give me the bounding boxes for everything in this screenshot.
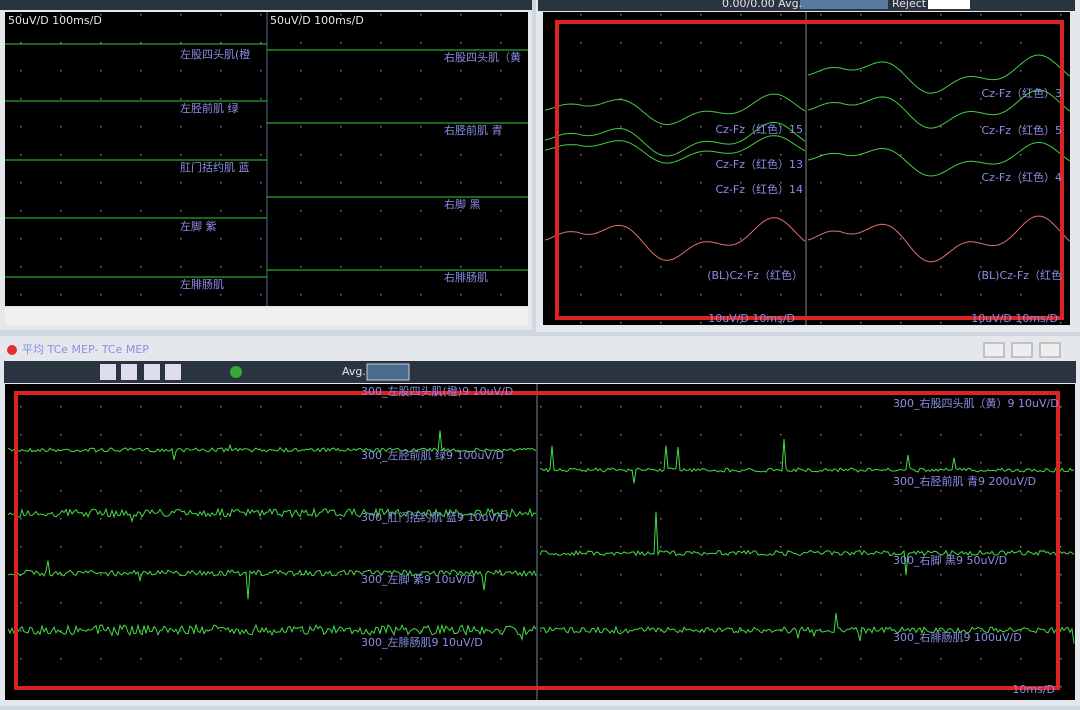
channel-label: 左股四头肌(橙	[180, 47, 250, 61]
button[interactable]	[230, 366, 242, 378]
waveform	[544, 93, 806, 126]
waveform	[807, 215, 1070, 263]
channel-label: 肛门括约肌 蓝	[180, 160, 250, 174]
channel-label: 右胫前肌 青	[444, 123, 503, 137]
channel-label: 右腓肠肌	[444, 270, 488, 284]
highlight-box	[555, 20, 1064, 320]
trace-label: Cz-Fz（红色）4	[981, 170, 1062, 184]
trace-label: Cz-Fz（红色）3	[981, 86, 1062, 100]
waveform	[807, 142, 1070, 177]
close[interactable]	[1039, 342, 1061, 358]
trace-label: 300_左胫前肌 绿9 100uV/D	[361, 448, 504, 462]
trace-label: (BL)Cz-Fz（红色）	[707, 268, 803, 282]
avg-box[interactable]	[366, 363, 410, 381]
trace-label: 300_左腓肠肌9 10uV/D	[361, 636, 483, 649]
button[interactable]	[121, 364, 137, 380]
trace-label: 300_左股四头肌(橙)9 10uV/D	[361, 384, 513, 398]
trace-label: Cz-Fz（红色）14	[715, 182, 803, 196]
trace-label: 300_左脚 紫9 10uV/D	[361, 572, 475, 586]
waveform	[7, 560, 537, 600]
channel-label: 右股四头肌（黄	[444, 50, 521, 64]
highlight-box	[14, 391, 1060, 690]
avg-box[interactable]	[800, 0, 888, 9]
trace-label: 300_右脚 黑9 50uV/D	[893, 553, 1007, 567]
trace-label: 300_右胫前肌 青9 200uV/D	[893, 474, 1036, 488]
channel-label: 右脚 黑	[444, 197, 481, 211]
toolbar	[0, 0, 532, 10]
button[interactable]	[100, 364, 116, 380]
scrollbar[interactable]	[5, 308, 528, 325]
waveform	[807, 54, 1070, 94]
waveform	[539, 511, 1075, 576]
channel-label: 左腓肠肌	[180, 278, 224, 291]
traces	[5, 43, 1075, 644]
trace-label: 300_肛门括约肌 蓝9 10uV/D	[361, 510, 508, 524]
waveform	[544, 135, 806, 164]
channel-label: 左脚 紫	[180, 219, 217, 233]
label: 50uV/D 100ms/D	[270, 14, 364, 27]
label: 0.00/0.00 Avg.	[722, 0, 802, 10]
reject-box[interactable]	[928, 0, 970, 9]
waveform	[539, 613, 1075, 644]
label: 10ms/D	[1012, 683, 1055, 696]
toolbar-buttons	[100, 364, 242, 380]
trace-label: 300_右腓肠肌9 100uV/D	[893, 630, 1022, 644]
waveform	[539, 438, 1075, 484]
waveform	[544, 122, 806, 157]
label: 50uV/D 100ms/D	[8, 14, 102, 27]
button[interactable]	[165, 364, 181, 380]
waveform	[7, 507, 537, 523]
waveform	[544, 217, 806, 261]
trace-label: Cz-Fz（红色）13	[715, 157, 803, 171]
app-icon	[7, 345, 17, 355]
grid	[5, 384, 1075, 700]
label: 10uV/D 10ms/D	[708, 312, 795, 325]
trace-label: 300_右股四头肌（黄）9 10uV/D	[893, 396, 1059, 410]
maximize[interactable]	[1011, 342, 1033, 358]
button[interactable]	[144, 364, 160, 380]
waveform	[7, 623, 537, 642]
minimize[interactable]	[983, 342, 1005, 358]
label: Reject	[892, 0, 927, 10]
trace-label: Cz-Fz（红色）5	[981, 123, 1062, 137]
waveform	[7, 430, 537, 461]
toolbar	[4, 361, 1076, 383]
label: 平均 TCe MEP- TCe MEP	[22, 343, 149, 356]
trace-label: Cz-Fz（红色）15	[715, 122, 803, 136]
channel-label: 左胫前肌 绿	[180, 101, 239, 115]
label: Avg.	[342, 365, 366, 378]
trace-label: (BL)Cz-Fz（红色	[977, 268, 1062, 282]
waveform	[807, 89, 1070, 129]
label: 10uV/D 10ms/D	[971, 312, 1058, 325]
